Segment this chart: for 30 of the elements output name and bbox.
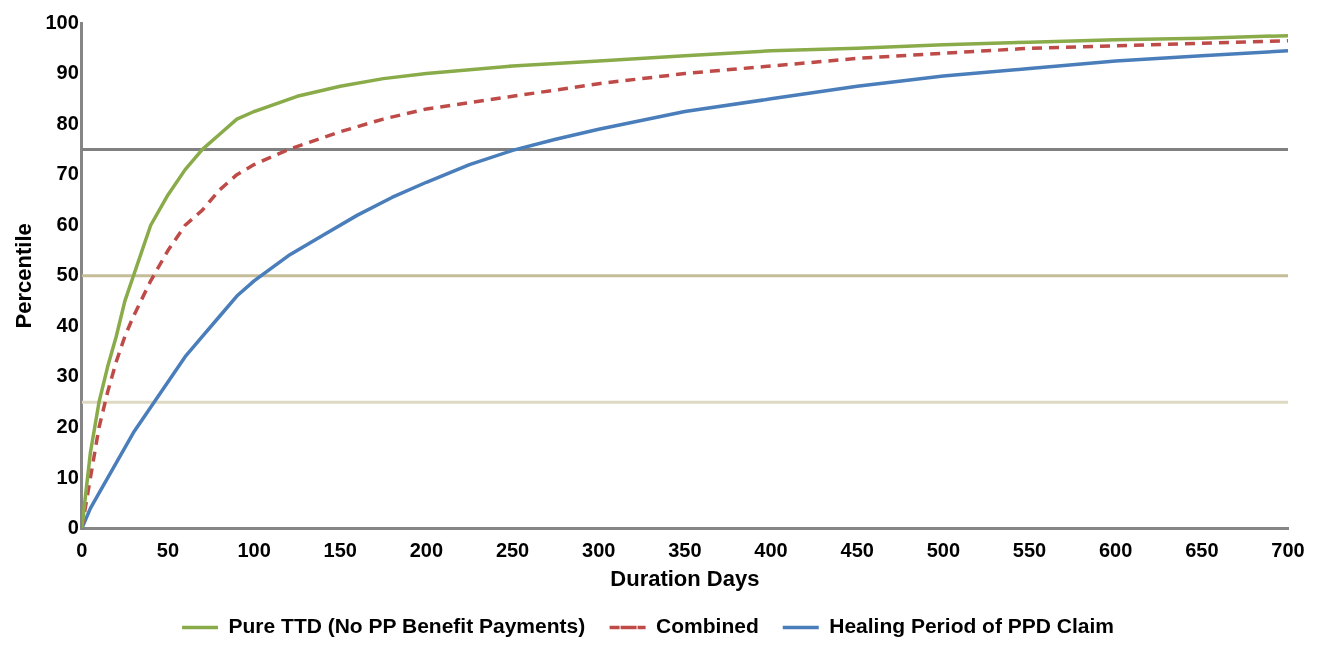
- x-tick-label: 300: [582, 539, 616, 562]
- x-tick-label: 200: [409, 539, 444, 562]
- x-tick-label: 400: [754, 539, 788, 562]
- y-tick-label: 40: [56, 313, 79, 336]
- y-tick-label: 70: [56, 162, 79, 185]
- legend-label: Healing Period of PPD Claim: [829, 614, 1114, 638]
- x-tick-label: 250: [495, 539, 530, 562]
- y-tick-label: 100: [45, 10, 79, 33]
- y-tick-label: 0: [67, 516, 79, 539]
- x-tick-label: 500: [926, 539, 961, 562]
- y-tick-label: 20: [56, 415, 79, 437]
- x-tick-label: 50: [156, 539, 180, 562]
- y-tick-label: 10: [56, 465, 79, 488]
- x-tick-label: 650: [1185, 539, 1219, 562]
- legend-label: Pure TTD (No PP Benefit Payments): [228, 614, 586, 638]
- x-tick-label: 700: [1271, 539, 1305, 562]
- y-axis-title: Percentile: [11, 223, 37, 329]
- x-tick-label: 150: [323, 539, 357, 562]
- x-tick-label: 100: [237, 539, 271, 562]
- y-tick-label: 50: [56, 263, 79, 286]
- x-tick-label: 350: [668, 539, 702, 562]
- x-axis-title: Duration Days: [610, 565, 760, 591]
- y-tick-label: 90: [56, 61, 79, 84]
- y-tick-label: 30: [56, 364, 79, 387]
- x-tick-label: 550: [1012, 539, 1047, 562]
- y-tick-label: 60: [56, 212, 79, 235]
- legend-label: Combined: [656, 614, 759, 638]
- x-tick-label: 450: [840, 539, 874, 562]
- x-tick-label: 600: [1098, 539, 1133, 562]
- y-tick-label: 80: [56, 111, 79, 134]
